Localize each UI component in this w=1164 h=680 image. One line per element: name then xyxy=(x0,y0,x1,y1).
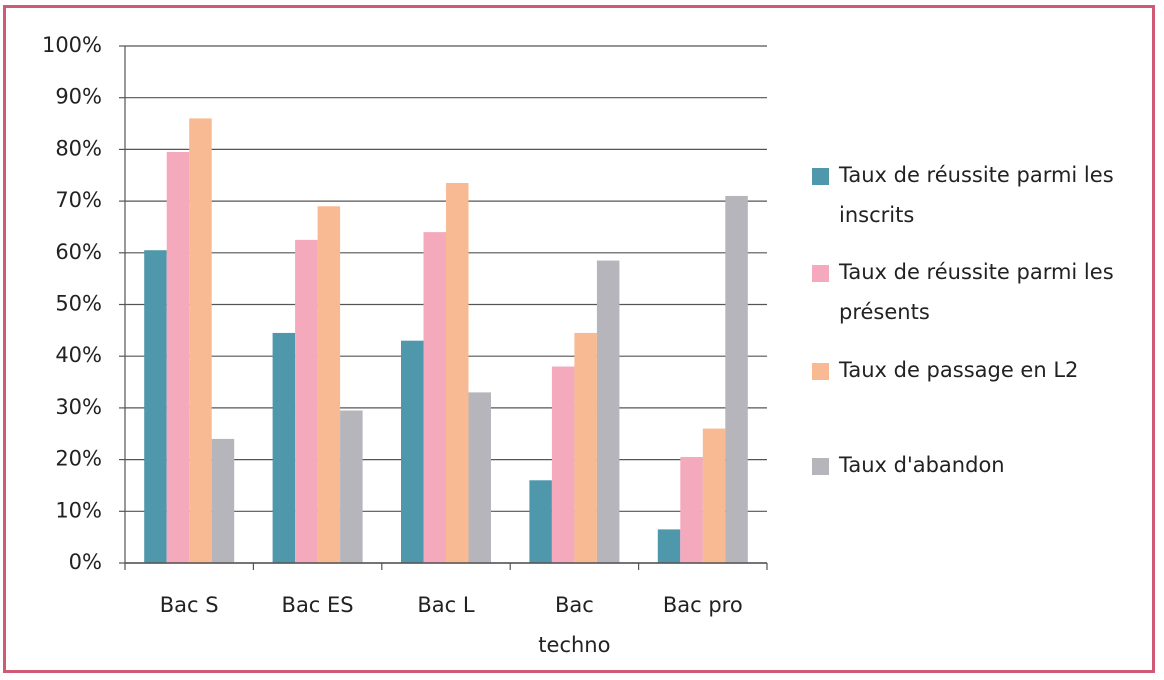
bar xyxy=(295,239,318,563)
legend-swatch xyxy=(812,265,829,282)
x-tick-label: Bac S xyxy=(159,593,219,617)
bar xyxy=(340,410,363,563)
y-tick-label: 40% xyxy=(55,343,102,367)
bar xyxy=(680,457,703,563)
legend-label: Taux de réussite parmi les présents xyxy=(839,260,1114,324)
bar xyxy=(657,529,681,563)
y-tick-label: 80% xyxy=(55,136,102,160)
frame xyxy=(3,5,1155,673)
legend-item: Taux de réussite parmi les présents xyxy=(812,252,1142,332)
bar xyxy=(574,332,597,563)
y-tick-label: 30% xyxy=(55,395,102,419)
x-tick-label: Bac L xyxy=(417,593,475,617)
x-tick-label: Bac techno xyxy=(538,593,611,657)
bar xyxy=(401,340,424,563)
y-tick-label: 70% xyxy=(55,188,102,212)
legend-label: Taux d'abandon xyxy=(839,453,1005,477)
y-tick-label: 90% xyxy=(55,85,102,109)
y-tick-label: 100% xyxy=(42,33,102,57)
y-tick-label: 50% xyxy=(55,292,102,316)
legend-label: Taux de réussite parmi les inscrits xyxy=(839,163,1114,227)
legend-swatch xyxy=(812,363,829,380)
y-tick-label: 20% xyxy=(55,447,102,471)
bar xyxy=(446,183,469,563)
bar xyxy=(596,260,620,563)
bar xyxy=(702,428,726,563)
bar xyxy=(189,118,212,563)
bar xyxy=(272,332,296,563)
bar xyxy=(423,232,446,563)
legend-item: Taux d'abandon xyxy=(812,445,1142,485)
bar xyxy=(317,206,341,563)
y-tick-label: 10% xyxy=(55,498,102,522)
bar xyxy=(166,151,190,564)
legend-item: Taux de réussite parmi les inscrits xyxy=(812,155,1142,235)
bar xyxy=(551,366,575,563)
bar xyxy=(529,480,552,563)
bar xyxy=(144,250,167,563)
bar xyxy=(468,392,491,563)
legend-label: Taux de passage en L2 xyxy=(839,358,1079,382)
bar xyxy=(725,195,748,563)
legend-item: Taux de passage en L2 xyxy=(812,350,1142,390)
legend-swatch xyxy=(812,168,829,185)
bar xyxy=(211,438,235,563)
y-tick-label: 60% xyxy=(55,240,102,264)
legend-swatch xyxy=(812,458,829,475)
y-tick-label: 0% xyxy=(69,550,102,574)
x-tick-label: Bac ES xyxy=(281,593,354,617)
x-tick-label: Bac pro xyxy=(662,593,743,617)
